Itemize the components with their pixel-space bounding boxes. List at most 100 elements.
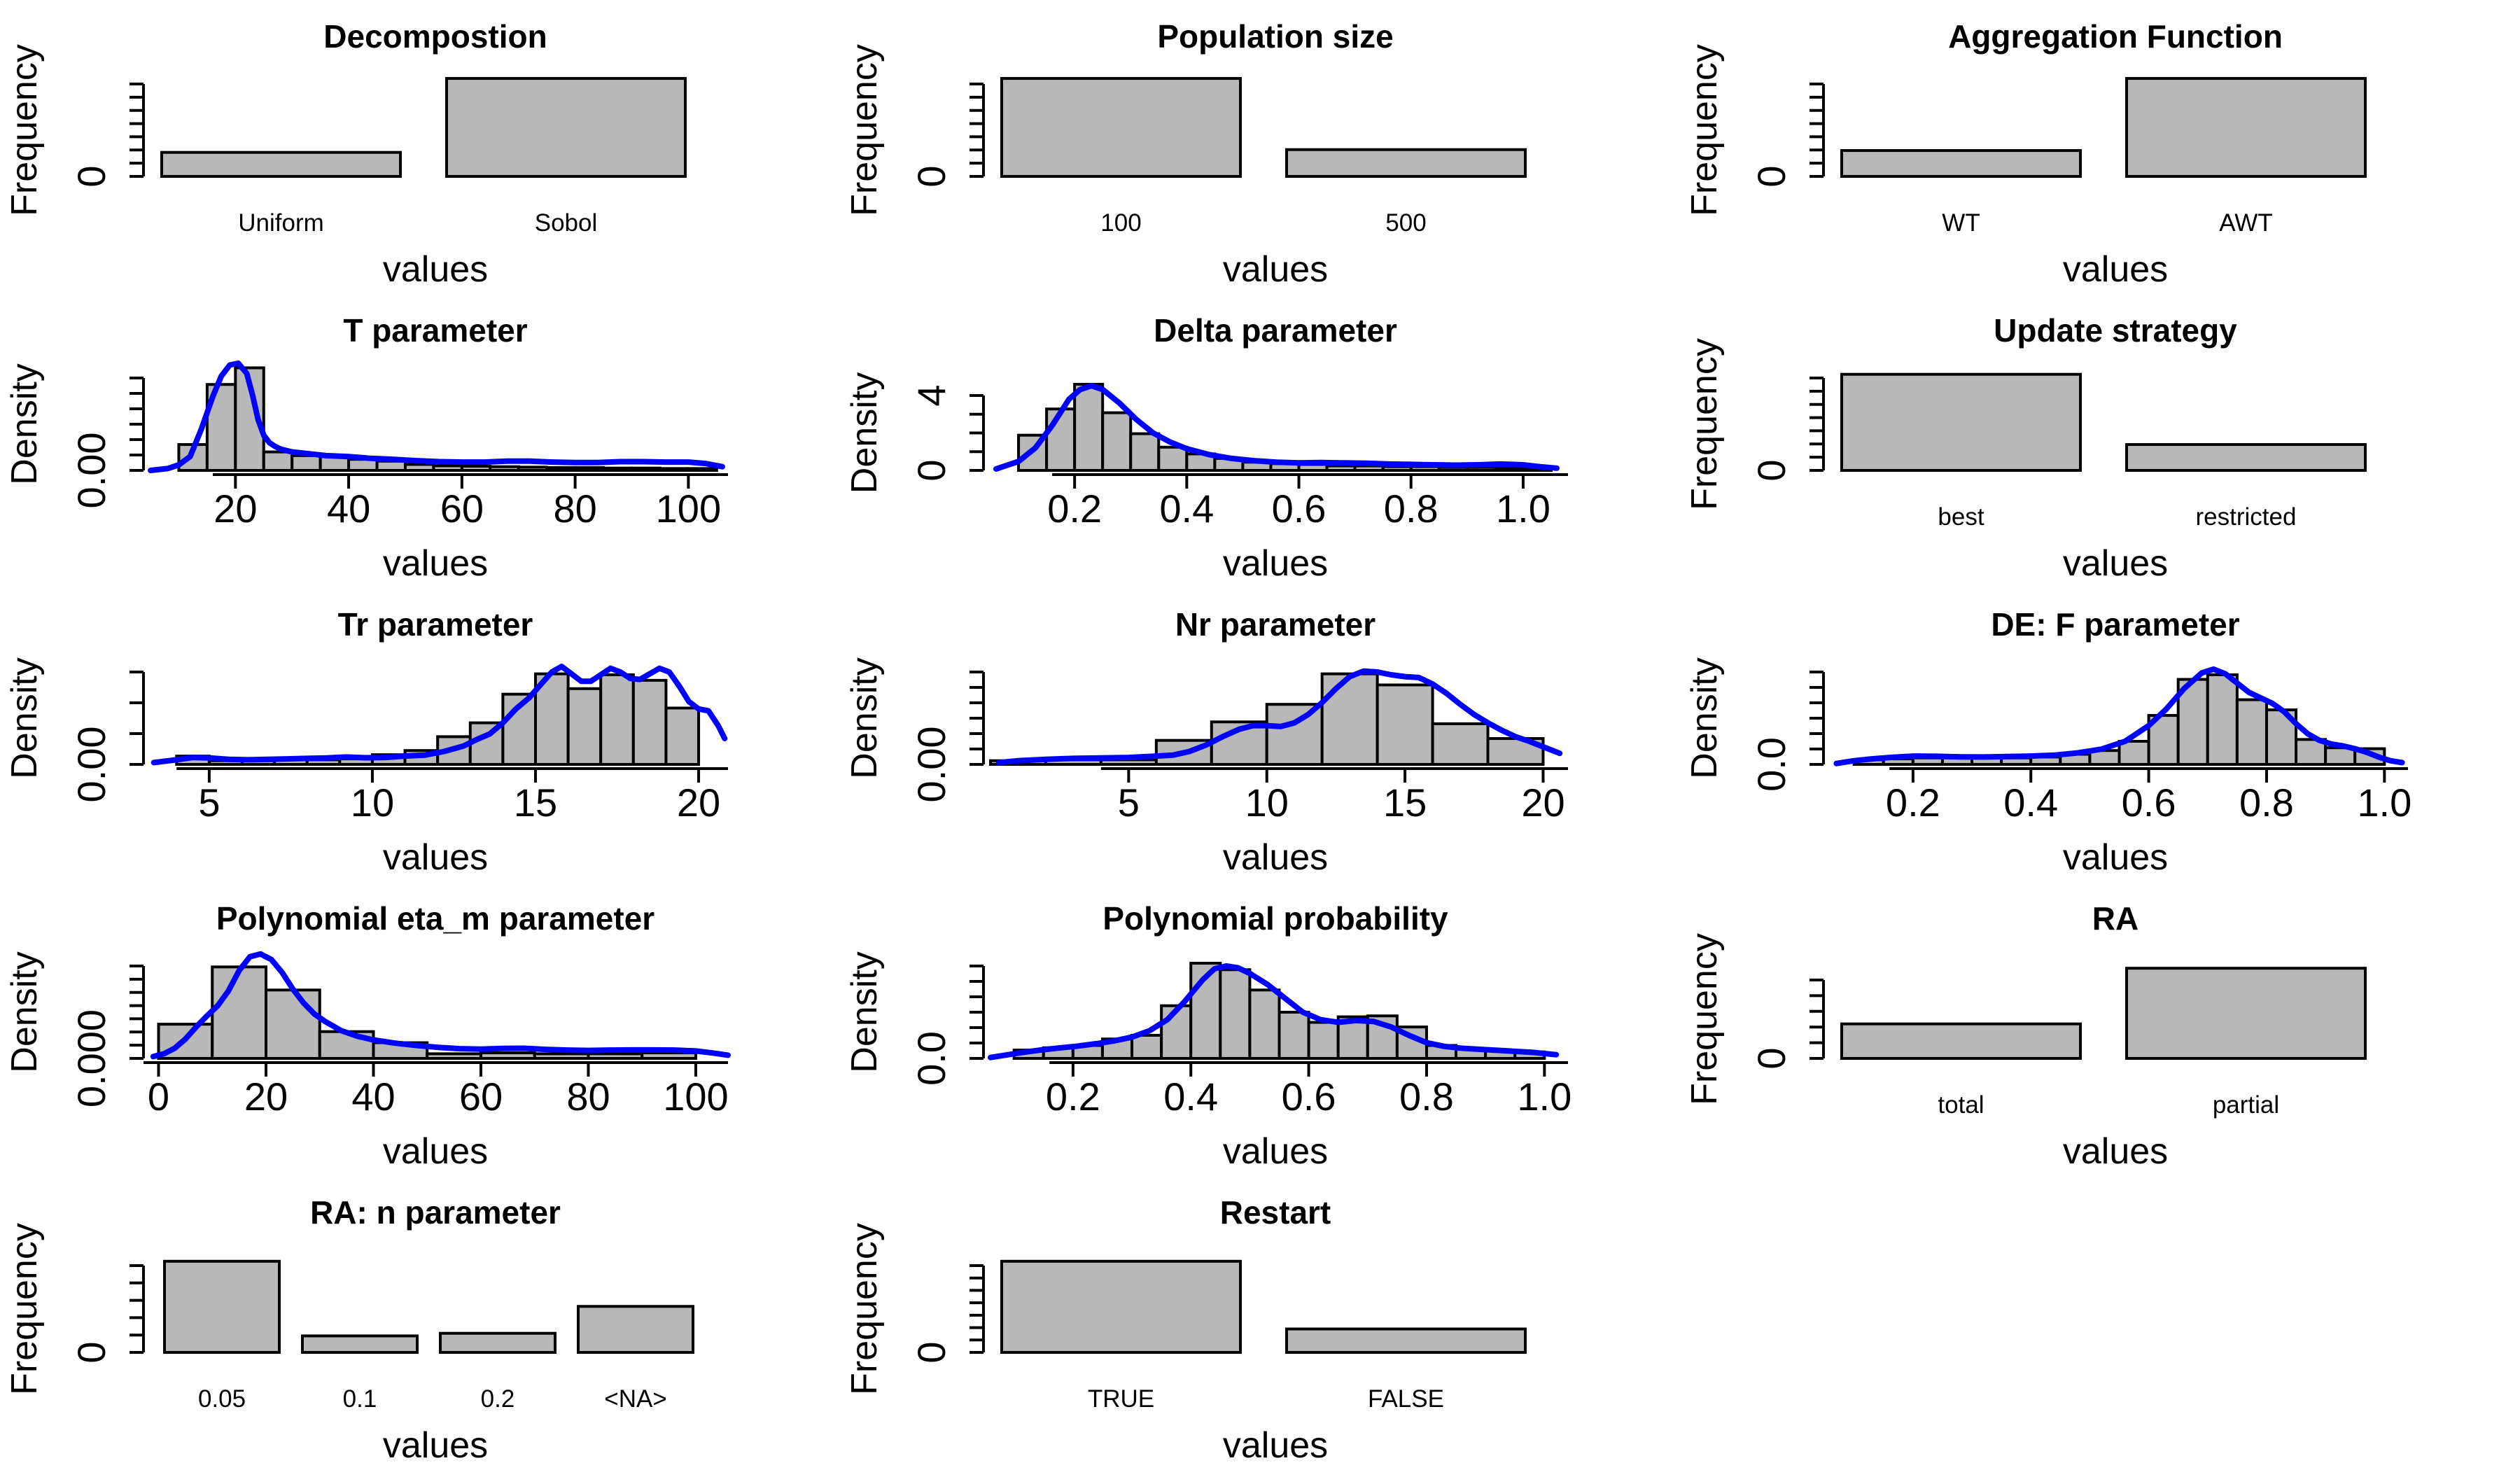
x-tick-label: 100 bbox=[656, 486, 721, 531]
plot-title: RA: n parameter bbox=[310, 1194, 561, 1231]
y-tick-label: 0 bbox=[909, 459, 953, 481]
plot-title: T parameter bbox=[343, 312, 527, 349]
y-tick-label: 0 bbox=[909, 1341, 953, 1363]
category-label: AWT bbox=[2219, 209, 2272, 237]
plot-title: Population size bbox=[1157, 18, 1393, 55]
category-label: FALSE bbox=[1368, 1385, 1444, 1413]
y-axis-title: Density bbox=[1684, 657, 1725, 778]
histogram-bar bbox=[602, 466, 634, 472]
density-curve bbox=[150, 951, 731, 1060]
chart-aggregation-function: Aggregation Function Frequency values 0 WT AW… bbox=[1680, 0, 2520, 294]
y-tick-label: 0 bbox=[1749, 1047, 1793, 1069]
x-tick-label: 0.2 bbox=[1047, 486, 1102, 531]
x-tick-label: 0.4 bbox=[2003, 780, 2058, 825]
category-label: Sobol bbox=[535, 209, 598, 237]
category-label: 0.1 bbox=[343, 1385, 377, 1413]
category-label: Uniform bbox=[238, 209, 324, 237]
histogram-bar bbox=[687, 467, 718, 472]
category-label: 500 bbox=[1385, 209, 1426, 237]
histogram-bar bbox=[664, 706, 701, 766]
density-curve bbox=[988, 963, 1560, 1060]
histogram-bar bbox=[1073, 382, 1105, 472]
x-tick-label: 15 bbox=[514, 780, 557, 825]
chart-polynomial-probability: Polynomial probability Density values 0.0 0.… bbox=[840, 882, 1680, 1176]
bar-500 bbox=[1285, 148, 1527, 178]
y-axis-title: Frequency bbox=[1684, 933, 1725, 1105]
plot-polynomial-probability: Polynomial probability Density values 0.0 0.… bbox=[844, 900, 1572, 1172]
histogram-bar bbox=[1157, 445, 1189, 472]
chart-t-parameter: T parameter Density values 0.00 20 40 60 80 100 bbox=[0, 294, 840, 588]
plot-aggregation-function: Aggregation Function Frequency values 0 WT AW… bbox=[1684, 18, 2367, 290]
x-tick-label: 40 bbox=[327, 486, 370, 531]
x-axis-title: values bbox=[1223, 543, 1328, 584]
histogram-bar bbox=[640, 1051, 697, 1060]
bar-true bbox=[1000, 1259, 1242, 1354]
y-tick-label: 0.0 bbox=[909, 1031, 953, 1086]
histogram-bar bbox=[262, 450, 294, 472]
x-axis-title: values bbox=[1223, 837, 1328, 878]
x-tick-label: 1.0 bbox=[1496, 486, 1550, 531]
plot-ra: RA Frequency values 0 total partial bbox=[1684, 900, 2367, 1172]
density-curve bbox=[148, 360, 725, 473]
histogram-bar bbox=[1278, 1011, 1310, 1060]
x-tick-label: 0.6 bbox=[2122, 780, 2176, 825]
y-axis-title: Density bbox=[844, 657, 885, 778]
x-tick-label: 0.2 bbox=[1046, 1074, 1100, 1119]
histogram-bar bbox=[1307, 1021, 1340, 1060]
x-axis-title: values bbox=[1223, 1131, 1328, 1172]
plot-title: Tr parameter bbox=[338, 606, 533, 643]
plot-title: Restart bbox=[1220, 1194, 1331, 1231]
histogram-bar bbox=[1219, 968, 1252, 1060]
plot-delta-parameter: Delta parameter Density values 0 4 0.2 0.4 0.6 0… bbox=[844, 312, 1568, 584]
y-tick-label: 0.0 bbox=[1749, 737, 1793, 792]
plot-ra-n-parameter: RA: n parameter Frequency values 0 0.05 0.1 0.… bbox=[4, 1194, 694, 1466]
category-label: <NA> bbox=[604, 1385, 667, 1413]
bar-0-05 bbox=[163, 1259, 281, 1354]
density-curve bbox=[993, 383, 1560, 472]
chart-nr-parameter: Nr parameter Density values 0.00 5 10 15 20 bbox=[840, 588, 1680, 882]
histogram-bar bbox=[631, 678, 668, 766]
plot-title: DE: F parameter bbox=[1991, 606, 2239, 643]
histogram-bar bbox=[265, 988, 321, 1060]
x-tick-label: 0.4 bbox=[1159, 486, 1214, 531]
y-axis-title: Frequency bbox=[1684, 44, 1725, 216]
x-tick-label: 0.6 bbox=[1272, 486, 1326, 531]
histogram-bar bbox=[599, 673, 635, 766]
bar-0-2 bbox=[439, 1331, 556, 1354]
histogram-bar bbox=[630, 466, 662, 472]
category-label: TRUE bbox=[1088, 1385, 1154, 1413]
x-tick-label: 1.0 bbox=[1517, 1074, 1572, 1119]
bar-0-1 bbox=[301, 1334, 419, 1354]
y-axis-title: Frequency bbox=[4, 1223, 45, 1395]
bar-na bbox=[577, 1305, 694, 1354]
histogram-bar bbox=[432, 464, 463, 472]
y-tick-label: 0 bbox=[69, 1341, 113, 1363]
histogram-bar bbox=[1248, 988, 1281, 1060]
plot-title: Aggregation Function bbox=[1948, 18, 2283, 55]
bar-false bbox=[1285, 1327, 1527, 1354]
histogram-bar bbox=[545, 466, 577, 472]
plot-title: RA bbox=[2092, 900, 2138, 937]
plot-title: Nr parameter bbox=[1175, 606, 1376, 643]
bar-uniform bbox=[160, 150, 402, 178]
x-axis-title: values bbox=[2063, 1131, 2168, 1172]
density-curve bbox=[1833, 666, 2405, 766]
x-tick-label: 0.2 bbox=[1886, 780, 1940, 825]
x-axis-title: values bbox=[2063, 249, 2168, 290]
histogram-bar bbox=[658, 467, 690, 472]
histogram-bar bbox=[403, 463, 435, 472]
x-tick-label: 60 bbox=[440, 486, 484, 531]
y-axis-title: Frequency bbox=[844, 1223, 885, 1395]
x-tick-label: 5 bbox=[1118, 780, 1140, 825]
x-axis-title: values bbox=[383, 249, 488, 290]
histogram-bar bbox=[479, 1051, 536, 1060]
x-tick-label: 0.6 bbox=[1282, 1074, 1336, 1119]
y-tick-label: 0 bbox=[1749, 459, 1793, 481]
chart-ra-n-parameter: RA: n parameter Frequency values 0 0.05 0.1 0.… bbox=[0, 1176, 840, 1470]
x-tick-label: 0.8 bbox=[1399, 1074, 1454, 1119]
y-tick-label: 0.000 bbox=[69, 1009, 113, 1107]
histogram-bar bbox=[1129, 432, 1161, 472]
histogram-bar bbox=[573, 466, 606, 472]
histogram-bar bbox=[426, 1052, 482, 1060]
chart-polynomial-eta-m-parameter: Polynomial eta_m parameter Density values 0… bbox=[0, 882, 840, 1176]
